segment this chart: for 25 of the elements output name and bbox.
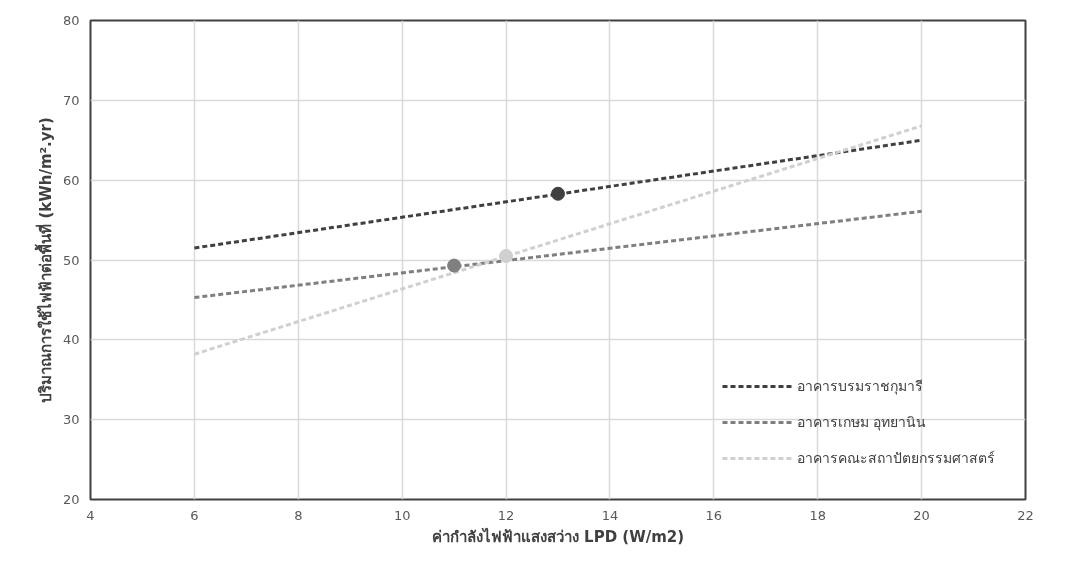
x-tick-label: 10 xyxy=(393,507,411,523)
x-tick-label: 8 xyxy=(294,507,303,523)
y-tick-label: 50 xyxy=(62,252,80,268)
y-axis-title: ปริมาณการใช้ไฟฟ้าต่อพื้นที่ (kWh/m².yr) xyxy=(33,117,55,403)
y-tick-label: 60 xyxy=(62,172,80,188)
y-tick-label: 80 xyxy=(62,13,80,28)
point xyxy=(499,249,514,263)
x-tick-label: 12 xyxy=(497,507,515,523)
y-tick-label: 40 xyxy=(62,332,80,348)
x-tick-label: 18 xyxy=(809,507,826,523)
x-tick-label: 6 xyxy=(190,507,199,523)
x-tick-label: 14 xyxy=(601,507,619,523)
x-tick-label: 4 xyxy=(86,507,95,523)
x-tick-label: 20 xyxy=(913,507,930,523)
y-tick-label: 30 xyxy=(62,412,80,428)
legend-label: อาคารคณะสถาปัตยกรรมศาสตร์ xyxy=(797,449,995,468)
y-tick-label: 20 xyxy=(62,492,80,507)
x-tick-label: 16 xyxy=(705,507,723,523)
point xyxy=(551,186,565,201)
y-tick-label: 70 xyxy=(62,92,80,108)
legend-label: อาคารบรมราชกุมารี xyxy=(797,377,923,397)
x-tick-label: 22 xyxy=(1017,507,1034,523)
point xyxy=(447,258,462,273)
x-axis-title: ค่ากำลังไฟฟ้าแสงสว่าง LPD (W/m2) xyxy=(431,526,685,546)
legend-label: อาคารเกษม อุทยานิน xyxy=(797,413,927,433)
